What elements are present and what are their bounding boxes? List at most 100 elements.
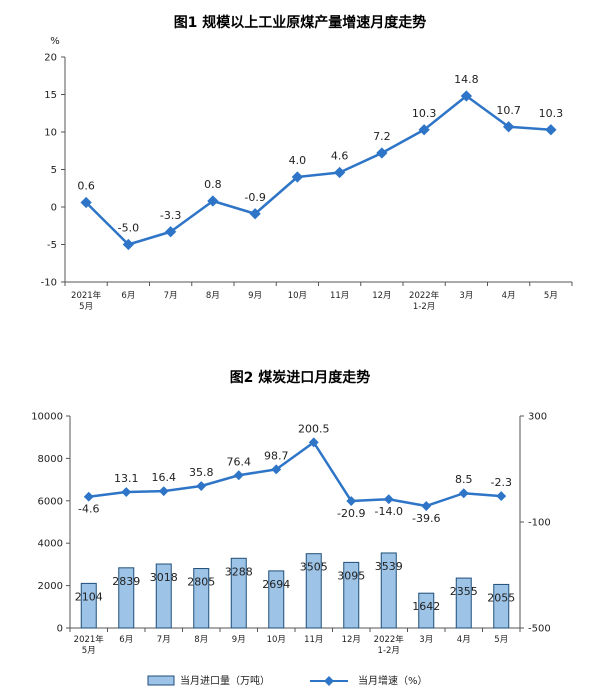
chart2-x-tick-label: 5月 — [494, 635, 508, 645]
chart2-bar-label: 3018 — [150, 571, 178, 584]
chart1-y-tick-label: 0 — [51, 203, 57, 214]
chart1-y-unit: % — [50, 36, 60, 47]
chart2-bar — [380, 552, 397, 629]
chart2-right-tick-label: -500 — [528, 624, 551, 635]
chart2-bar — [343, 561, 360, 629]
chart1-x-tick-label: 7月 — [164, 291, 178, 301]
chart2-bar-label: 2694 — [262, 578, 290, 591]
chart2-bar-label: 2355 — [450, 585, 478, 598]
chart2-left-tick-label: 0 — [57, 624, 63, 635]
chart2-bar-label: 1642 — [412, 600, 440, 613]
chart1-point — [291, 171, 304, 183]
chart2-growth-label: -4.6 — [78, 503, 99, 516]
chart1-point — [249, 208, 261, 220]
chart1-y-tick-label: 5 — [51, 165, 57, 176]
chart1-point — [164, 226, 177, 238]
chart2-left-tick-label: 8000 — [38, 454, 63, 465]
chart1-point — [207, 195, 219, 207]
chart2-x-tick-label: 6月 — [119, 635, 133, 645]
chart2-bar-label: 2839 — [112, 575, 140, 588]
chart2-legend-bar-label: 当月进口量（万吨） — [180, 674, 270, 687]
chart2-bar — [418, 592, 435, 629]
chart1-x-tick-label: 5月 — [544, 291, 558, 301]
chart1-data-label: 4.6 — [331, 150, 349, 163]
chart2-left-tick-label: 6000 — [38, 496, 63, 507]
chart1-data-label: -5.0 — [118, 222, 139, 235]
chart2-right-tick-label: 300 — [528, 412, 547, 423]
chart2-growth-point — [421, 501, 432, 511]
chart2-legend-bar-swatch — [147, 675, 175, 686]
chart1-x-tick-label: 11月 — [330, 291, 349, 301]
chart1-x-tick-label: 6月 — [121, 291, 135, 301]
chart2-growth-point — [196, 481, 207, 491]
chart2-growth-label: -14.0 — [375, 505, 403, 518]
chart1-data-label: 7.2 — [373, 130, 391, 143]
chart2-growth-label: 8.5 — [455, 473, 473, 486]
chart2-svg: 10000 8000 6000 4000 2000 0 300 -100 -500 2021年 5月… — [31, 412, 551, 688]
chart1-point — [333, 166, 346, 179]
chart2-bar — [80, 582, 97, 629]
chart2-bar — [455, 577, 472, 629]
chart2-growth-label: -20.9 — [337, 507, 365, 520]
chart2-growth-label: 200.5 — [298, 422, 330, 435]
chart2-growth-label: 98.7 — [264, 449, 289, 462]
chart2-x-tick-label: 9月 — [232, 635, 246, 645]
chart2-x-tick-label: 10月 — [267, 635, 286, 645]
chart2-bar — [268, 570, 285, 629]
chart2-growth-point — [271, 464, 282, 475]
chart1-data-label: -0.9 — [244, 191, 265, 204]
chart2-bar — [193, 568, 210, 629]
chart2-growth-point — [346, 496, 357, 506]
chart1-data-label: 0.6 — [77, 180, 95, 193]
chart1-data-label: 10.3 — [539, 107, 564, 120]
chart2-bar-label: 3539 — [375, 560, 403, 573]
chart2-x-tick-label: 2021年 5月 — [74, 634, 105, 656]
chart2-bar — [305, 553, 322, 629]
chart1-x-tick-label: 2021年 5月 — [71, 290, 102, 312]
chart1-y-tick-label: 20 — [44, 53, 57, 64]
chart1-data-label: 14.8 — [454, 73, 479, 86]
chart2-growth-point — [383, 494, 394, 505]
chart2-growth-label: 13.1 — [114, 472, 139, 485]
chart2-x-tick-label: 8月 — [194, 635, 208, 645]
chart2-growth-point — [458, 488, 469, 499]
chart2-bar — [493, 583, 510, 629]
chart2-bar-label: 3505 — [300, 561, 328, 574]
chart1-title: 图1 规模以上工业原煤产量增速月度走势 — [173, 15, 427, 31]
chart1-x-tick-label: 12月 — [372, 291, 391, 301]
chart1-data-label: 0.8 — [204, 178, 222, 191]
chart2-growth-line — [88, 441, 502, 508]
chart2-growth-label: -2.3 — [491, 476, 512, 489]
chart2-right-tick-label: -100 — [528, 518, 551, 529]
chart2-bar — [155, 563, 172, 629]
chart1-data-label: -3.3 — [160, 209, 181, 222]
chart1-x-tick-label: 9月 — [248, 291, 262, 301]
chart2-growth-label: 35.8 — [189, 466, 214, 479]
chart2-bar-label: 2104 — [75, 590, 103, 603]
chart1-y-tick-label: -10 — [41, 278, 57, 289]
chart1-point — [545, 124, 557, 136]
chart1-x-tick-label: 2022年 1-2月 — [409, 290, 440, 312]
chart2-x-tick-label: 4月 — [457, 635, 471, 645]
chart2-x-tick-label: 7月 — [157, 635, 171, 645]
chart1-x-tick-label: 3月 — [459, 291, 473, 301]
chart2-x-tick-label: 11月 — [304, 635, 323, 645]
chart2-bar-label: 3095 — [337, 569, 365, 582]
chart1-x-tick-label: 4月 — [502, 291, 516, 301]
chart2-legend-line-label: 当月增速（%） — [358, 674, 428, 687]
chart1-svg: % 20 15 10 5 0 -5 -10 2021年 5月 6月 7月 8月 9月 10月 11月 12月 20… — [41, 36, 573, 312]
chart2-x-tick-label: 3月 — [419, 635, 433, 645]
chart2-growth-label: 76.4 — [227, 455, 252, 468]
chart1-data-label: 10.3 — [412, 107, 437, 120]
chart1-x-tick-label: 10月 — [288, 291, 307, 301]
chart2-growth-point — [233, 470, 244, 481]
chart2-growth-point — [158, 486, 169, 497]
chart1-x-tick-label: 8月 — [206, 291, 220, 301]
chart2-bar-label: 2805 — [187, 576, 215, 589]
chart1-y-tick-label: 10 — [44, 128, 57, 139]
chart2-growth-label: -39.6 — [412, 512, 440, 525]
chart2-x-tick-label: 2022年 1-2月 — [374, 634, 405, 656]
chart2-bar-label: 2055 — [487, 591, 515, 604]
chart1-data-label: 10.7 — [496, 104, 521, 117]
